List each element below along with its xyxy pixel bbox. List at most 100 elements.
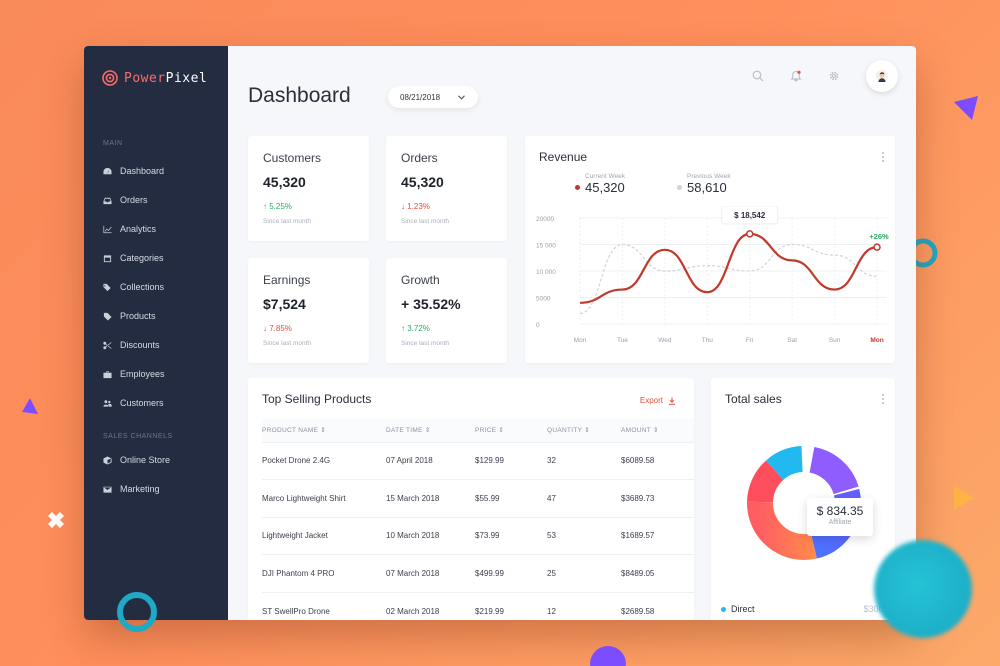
column-header-amount[interactable]: AMOUNT ⇕ (621, 426, 659, 434)
calendar-icon (103, 254, 112, 262)
cell-quantity: 25 (547, 554, 621, 592)
sort-icon: ⇕ (320, 426, 327, 434)
cell-date: 15 March 2018 (386, 479, 475, 517)
table-row[interactable]: Marco Lightweight Shirt 15 March 2018 $55.… (262, 479, 694, 517)
stat-delta: ↑ 3.72% (401, 324, 430, 333)
purple-half-circle-deco (590, 646, 626, 666)
x-tick-label: Sun (829, 337, 841, 344)
sidebar-item-categories[interactable]: Categories (84, 247, 228, 269)
page-title: Dashboard (248, 84, 351, 107)
section-sales-channels: SALES CHANNELS (103, 433, 173, 440)
sidebar-item-label: Orders (120, 195, 148, 205)
series-line-current-week (579, 232, 878, 304)
legend-dot-icon (721, 606, 726, 612)
stat-value: $7,524 (263, 296, 306, 312)
cell-amount: $1689.57 (621, 516, 694, 555)
table-row[interactable]: Lightweight Jacket 10 March 2018 $73.99 53 $… (262, 516, 694, 555)
sidebar-item-dashboard[interactable]: Dashboard (84, 160, 228, 182)
current-week-value: 45,320 (585, 180, 625, 195)
cell-product: Marco Lightweight Shirt (262, 479, 386, 517)
x-tick-label: Mon (574, 337, 587, 344)
sidebar-item-discounts[interactable]: Discounts (84, 334, 228, 356)
tag-icon (103, 312, 112, 321)
chart-tooltip-value: $ 18,542 (734, 211, 766, 220)
cell-quantity: 12 (547, 591, 621, 620)
arrow-up-icon: ↑ (263, 202, 267, 211)
stat-value: 45,320 (401, 174, 444, 190)
column-header-product[interactable]: PRODUCT NAME ⇕ (262, 426, 327, 434)
cross-deco-icon (48, 512, 64, 528)
x-tick-label: Sat (787, 337, 797, 344)
stat-value: 45,320 (263, 174, 306, 190)
sidebar-item-marketing[interactable]: Marketing (84, 478, 228, 500)
column-header-quantity[interactable]: QUANTITY ⇕ (547, 426, 591, 434)
products-table-wrap: PRODUCT NAME ⇕ DATE TIME ⇕ PRICE ⇕ QUANT… (248, 418, 694, 620)
legend-label: Direct (731, 604, 755, 614)
users-icon (103, 399, 112, 407)
sidebar-item-label: Products (120, 311, 156, 321)
stat-delta: ↓ 7.85% (263, 324, 292, 333)
table-row[interactable]: DJI Phantom 4 PRO 07 March 2018 $499.99 25 $… (262, 554, 694, 592)
x-tick-label: Wed (658, 337, 672, 344)
brand-logo[interactable]: PowerPixel (102, 70, 207, 86)
download-icon (669, 397, 675, 405)
more-icon[interactable] (882, 152, 885, 164)
top-products-card: Top Selling Products Export PRODUCT NAME… (248, 378, 694, 620)
cell-price: $219.99 (475, 591, 547, 620)
main-content: Dashboard 08/21/2018 Customers 45,320 ↑ (228, 46, 916, 620)
export-label: Export (639, 396, 663, 405)
power-logo-icon (102, 70, 118, 86)
cell-date: 07 March 2018 (386, 554, 475, 592)
arrow-down-icon: ↓ (263, 324, 267, 333)
column-header-price[interactable]: PRICE ⇕ (475, 426, 505, 434)
header-actions (752, 60, 898, 92)
stat-label: Customers (263, 151, 322, 165)
cell-product: ST SwellPro Drone (262, 591, 386, 620)
current-dot-icon (575, 185, 580, 190)
sidebar-item-collections[interactable]: Collections (84, 276, 228, 298)
line-chart-icon (103, 225, 112, 233)
data-point (745, 230, 754, 238)
arrow-down-icon: ↓ (401, 202, 405, 211)
gear-icon[interactable] (828, 70, 840, 82)
sidebar-item-label: Employees (120, 369, 165, 379)
x-tick-label: Tue (617, 337, 628, 344)
sidebar-item-orders[interactable]: Orders (84, 189, 228, 211)
previous-week-summary: Previous Week 58,610 (677, 173, 731, 195)
previous-dot-icon (677, 185, 682, 190)
data-point (873, 243, 881, 251)
date-picker[interactable]: 08/21/2018 (388, 86, 478, 108)
export-button[interactable]: Export (640, 396, 676, 405)
sidebar-item-online-store[interactable]: Online Store (84, 449, 228, 471)
envelope-icon (103, 486, 112, 493)
sidebar-item-analytics[interactable]: Analytics (84, 218, 228, 240)
sidebar-item-products[interactable]: Products (84, 305, 228, 327)
previous-week-value: 58,610 (687, 180, 727, 195)
stat-card-growth: Growth + 35.52% ↑ 3.72% Since last month (386, 258, 507, 363)
total-sales-title: Total sales (725, 392, 782, 406)
cell-quantity: 47 (547, 479, 621, 517)
sidebar-item-label: Marketing (120, 484, 160, 494)
triangle-deco-icon (22, 398, 38, 414)
sidebar-item-label: Analytics (120, 224, 157, 234)
products-title: Top Selling Products (262, 392, 372, 406)
cell-product: DJI Phantom 4 PRO (262, 554, 386, 592)
donut-segment-orange[interactable] (747, 446, 861, 560)
y-tick-label: 10 000 (536, 269, 556, 276)
avatar[interactable] (866, 60, 898, 92)
legend-direct: Direct $300.7 (721, 604, 891, 614)
column-header-date[interactable]: DATE TIME ⇕ (386, 426, 431, 434)
sidebar-item-customers[interactable]: Customers (84, 392, 228, 414)
tooltip-value: $ 834.35 (816, 504, 864, 518)
search-icon[interactable] (752, 70, 764, 82)
sidebar-item-employees[interactable]: Employees (84, 363, 228, 385)
table-row[interactable]: Pocket Drone 2.4G 07 April 2018 $129.99 32 $… (262, 441, 694, 480)
inbox-icon (103, 197, 112, 204)
bell-icon[interactable] (790, 70, 802, 82)
stat-card-earnings: Earnings $7,524 ↓ 7.85% Since last month (248, 258, 369, 363)
cell-amount: $2689.58 (621, 591, 694, 620)
sort-icon: ⇕ (584, 426, 591, 434)
stat-delta: ↑ 5.25% (263, 202, 292, 211)
more-icon[interactable] (882, 394, 885, 406)
table-row[interactable]: ST SwellPro Drone 02 March 2018 $219.99 12 $… (262, 591, 694, 620)
